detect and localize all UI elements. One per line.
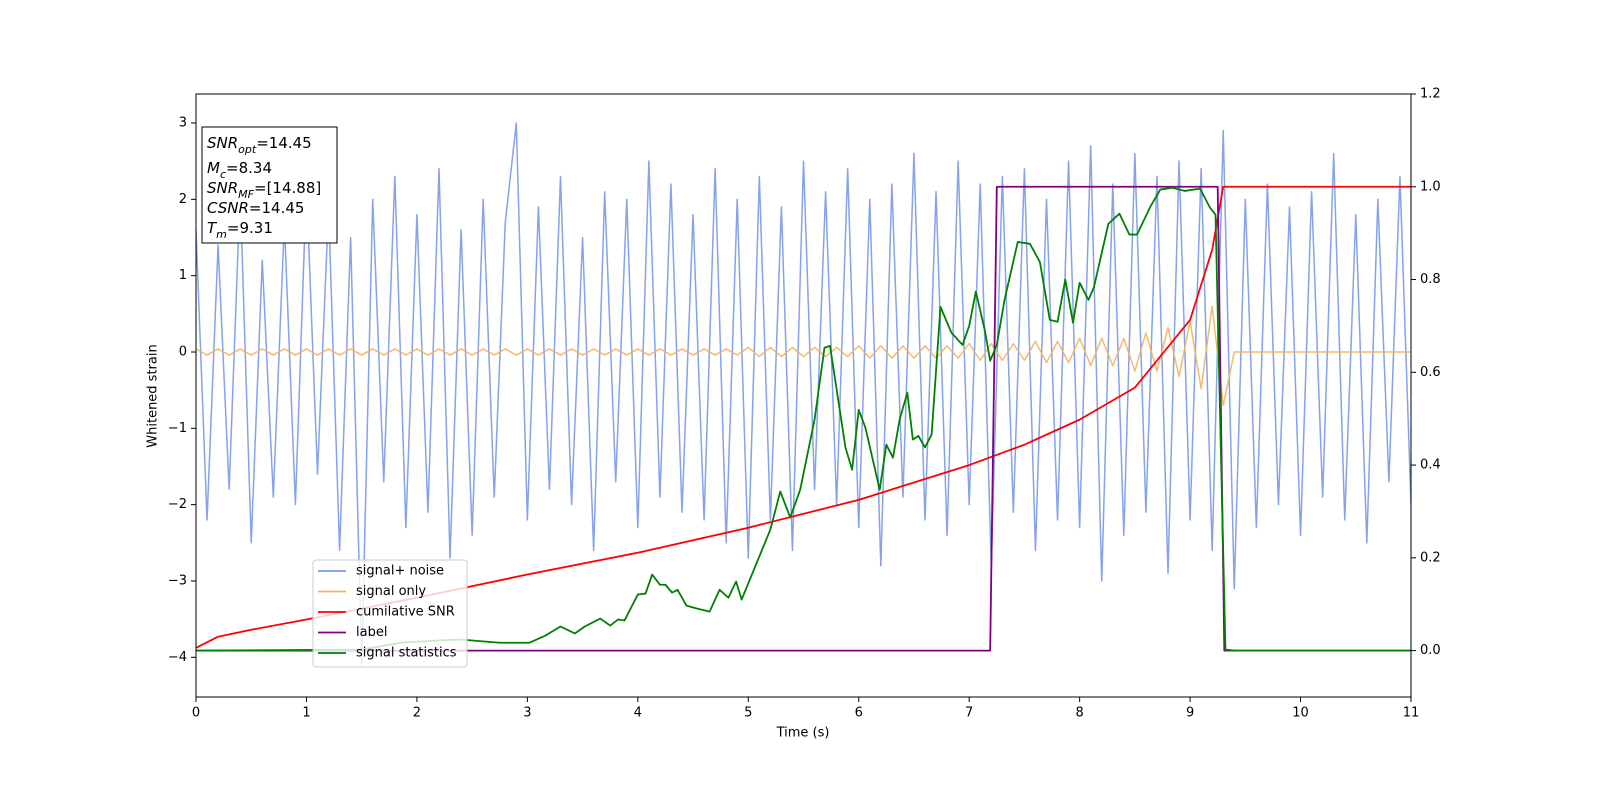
annotation-value: =[14.88] [254, 179, 321, 197]
annotation-value: =14.45 [256, 134, 312, 152]
annotation-subscript: opt [238, 143, 257, 156]
x-tick-label: 6 [855, 706, 863, 721]
y-tick-label: −4 [168, 650, 187, 665]
legend-label: signal only [356, 584, 426, 599]
annotation-line: SNRMF=[14.88] [207, 179, 321, 201]
x-axis-label: Time (s) [776, 726, 830, 741]
annotation-subscript: MF [238, 188, 254, 201]
y-tick-label: 3 [179, 116, 187, 131]
y-tick-label: −1 [168, 421, 187, 436]
y2-tick-label: 0.4 [1420, 458, 1441, 473]
x-tick-label: 5 [744, 706, 752, 721]
x-tick-label: 7 [965, 706, 973, 721]
annotation-subscript: m [216, 228, 227, 241]
y2-tick-label: 0.8 [1420, 272, 1441, 287]
y2-tick-label: 1.2 [1420, 87, 1441, 102]
annotation-box: SNRopt=14.45Mc=8.34SNRMF=[14.88]CSNR=14.… [201, 126, 338, 244]
x-tick-label: 2 [413, 706, 421, 721]
annotation-subscript: c [220, 168, 226, 181]
legend-label: signal statistics [356, 646, 457, 661]
x-tick-label: 9 [1186, 706, 1194, 721]
y-tick-label: 0 [179, 344, 187, 359]
annotation-symbol: CSNR [207, 199, 249, 217]
x-tick-label: 4 [634, 706, 642, 721]
y2-tick-label: 0.6 [1420, 365, 1441, 380]
x-tick-label: 3 [523, 706, 531, 721]
annotation-symbol: T [207, 219, 218, 237]
annotation-value: =14.45 [249, 199, 305, 217]
y-axis-label: Whitened strain [146, 344, 161, 447]
legend: signal+ noise signal only cumilative SNR la… [312, 559, 468, 668]
x-tick-label: 0 [192, 706, 200, 721]
annotation-line: Tm=9.31 [207, 219, 273, 241]
annotation-symbol: SNR [207, 134, 238, 152]
x-tick-label: 1 [302, 706, 310, 721]
annotation-line: CSNR=14.45 [207, 199, 304, 217]
legend-box [312, 559, 468, 668]
x-tick-label: 8 [1075, 706, 1083, 721]
series-line [196, 186, 1411, 652]
annotation-frame [201, 126, 338, 244]
y-tick-label: −2 [168, 497, 187, 512]
annotation-value: =9.31 [227, 219, 273, 237]
y2-tick-label: 0.2 [1420, 550, 1441, 565]
y2-tick-label: 0.0 [1420, 643, 1441, 658]
series-line [196, 122, 1411, 666]
annotation-value: =8.34 [226, 159, 272, 177]
x-tick-label: 11 [1403, 706, 1420, 721]
series-line [196, 185, 1411, 649]
plot-frame [195, 93, 1412, 698]
x-tick-label: 10 [1292, 706, 1309, 721]
annotation-symbol: M [207, 159, 220, 177]
annotation-line: Mc=8.34 [207, 159, 272, 181]
y-tick-label: 1 [179, 268, 187, 283]
legend-label: signal+ noise [356, 564, 444, 579]
legend-label: cumilative SNR [356, 605, 455, 620]
annotation-symbol: SNR [207, 179, 238, 197]
series-line [196, 305, 1411, 407]
y2-tick-label: 1.0 [1420, 179, 1441, 194]
legend-label: label [356, 625, 387, 640]
annotation-line: SNRopt=14.45 [207, 134, 312, 156]
y-tick-label: −3 [168, 573, 187, 588]
y-tick-label: 2 [179, 192, 187, 207]
